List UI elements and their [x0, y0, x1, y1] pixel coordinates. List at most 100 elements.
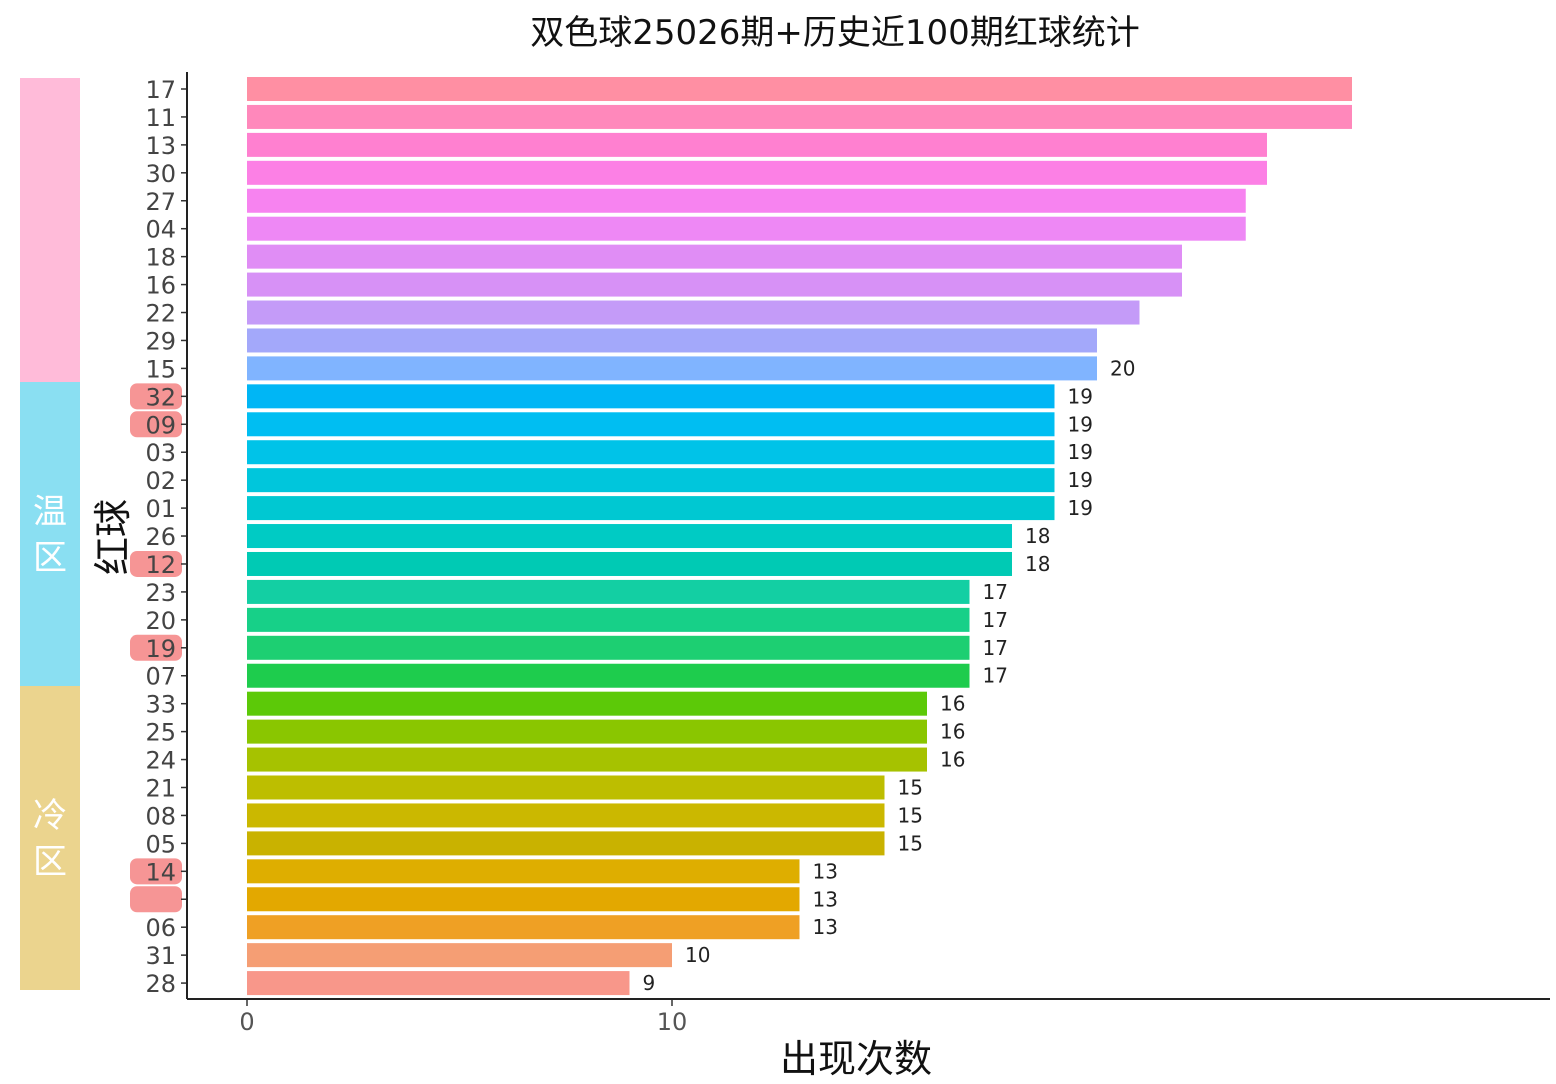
y-tick-label: 28	[145, 970, 176, 998]
y-tick-label: 06	[145, 914, 176, 942]
data-label: 18	[1025, 524, 1050, 548]
highlight-layer	[130, 383, 182, 913]
y-tick-label: 15	[145, 355, 176, 383]
bar-14	[247, 859, 800, 884]
bar-17	[247, 77, 1352, 101]
y-tick-label: 22	[145, 300, 176, 328]
y-tick-label: 20	[145, 607, 176, 635]
data-label: 19	[1068, 384, 1093, 408]
bar-29	[247, 328, 1097, 353]
bar-12	[247, 551, 1012, 576]
y-axis-ticks: 1711133027041816222915320903020126122320…	[145, 76, 187, 998]
bar-13	[247, 132, 1267, 157]
bar-30	[247, 160, 1267, 185]
bar-blank	[247, 887, 800, 912]
y-tick-label: 33	[145, 691, 176, 719]
bar-18	[247, 244, 1182, 269]
bar-08	[247, 803, 885, 828]
y-tick-label: 27	[145, 188, 176, 216]
bar-32	[247, 384, 1055, 409]
bar-22	[247, 300, 1140, 325]
bar-25	[247, 719, 927, 744]
bar-04	[247, 216, 1246, 241]
y-tick-label: 13	[145, 132, 176, 160]
y-tick-label: 26	[145, 523, 176, 551]
y-tick-label: 32	[145, 383, 176, 411]
data-label: 15	[898, 776, 923, 800]
data-label: 16	[940, 720, 965, 744]
bar-06	[247, 915, 800, 940]
y-tick-label: 01	[145, 495, 176, 523]
bar-19	[247, 635, 970, 660]
y-tick-label: 04	[145, 216, 176, 244]
bar-26	[247, 524, 1012, 549]
bar-05	[247, 831, 885, 856]
data-label: 15	[898, 803, 923, 827]
zone-label-1: 温	[33, 492, 67, 532]
data-label: 13	[813, 859, 838, 883]
data-label: 17	[983, 608, 1008, 632]
y-tick-label: 02	[145, 467, 176, 495]
bar-03	[247, 440, 1055, 465]
highlight-12	[130, 550, 182, 577]
bar-31	[247, 943, 672, 968]
data-label: 20	[1110, 356, 1135, 380]
chart-title: 双色球25026期+历史近100期红球统计	[530, 13, 1140, 53]
data-label: 13	[813, 915, 838, 939]
y-tick-label: 23	[145, 579, 176, 607]
zone-label-2: 区	[33, 842, 67, 882]
highlight-19	[130, 634, 182, 661]
y-tick-label: 09	[145, 411, 176, 439]
data-label: 19	[1068, 468, 1093, 492]
bar-01	[247, 496, 1055, 521]
bar-21	[247, 775, 885, 800]
y-tick-label: 03	[145, 439, 176, 467]
bar-24	[247, 747, 927, 772]
y-tick-label: 08	[145, 802, 176, 830]
y-tick-label: 19	[145, 635, 176, 663]
highlight-blank	[130, 886, 182, 913]
y-tick-label: 11	[145, 104, 176, 132]
data-label: 16	[940, 692, 965, 716]
data-label: 15	[898, 831, 923, 855]
y-tick-label: 16	[145, 272, 176, 300]
y-tick-label: 07	[145, 663, 176, 691]
bar-11	[247, 104, 1352, 129]
bar-28	[247, 971, 630, 996]
zone-label-2: 冷	[33, 796, 67, 836]
y-tick-label: 05	[145, 830, 176, 858]
y-tick-label: 29	[145, 327, 176, 355]
data-label: 17	[983, 636, 1008, 660]
zone-block-2	[20, 686, 80, 990]
x-axis: 0 10	[239, 999, 687, 1036]
x-tick-label: 10	[657, 1008, 688, 1036]
bar-27	[247, 188, 1246, 213]
zone-label-1: 区	[33, 538, 67, 578]
highlight-32	[130, 383, 182, 410]
y-tick-label: 17	[145, 76, 176, 104]
y-tick-label: 18	[145, 244, 176, 272]
x-axis-title: 出现次数	[780, 1037, 932, 1081]
bars: 20 19 19 19 19 19 18 18 17 17 17 17 16 16 16 15 15 15 13 13…	[247, 77, 1352, 996]
data-label: 10	[685, 943, 710, 967]
y-tick-label: 21	[145, 775, 176, 803]
data-label: 16	[940, 748, 965, 772]
y-axis-title: 红球	[91, 499, 135, 575]
y-tick-label: 25	[145, 719, 176, 747]
data-label: 9	[643, 971, 656, 995]
x-tick-label: 0	[239, 1008, 254, 1036]
highlight-09	[130, 411, 182, 438]
zone-block-1	[20, 382, 80, 686]
data-label: 19	[1068, 412, 1093, 436]
zone-block-0	[20, 78, 80, 382]
bar-16	[247, 272, 1182, 297]
data-label: 17	[983, 580, 1008, 604]
highlight-14	[130, 858, 182, 885]
y-tick-label: 30	[145, 160, 176, 188]
y-tick-label: 24	[145, 747, 176, 775]
y-tick-label: 12	[145, 551, 176, 579]
bar-02	[247, 468, 1055, 493]
data-label: 19	[1068, 440, 1093, 464]
